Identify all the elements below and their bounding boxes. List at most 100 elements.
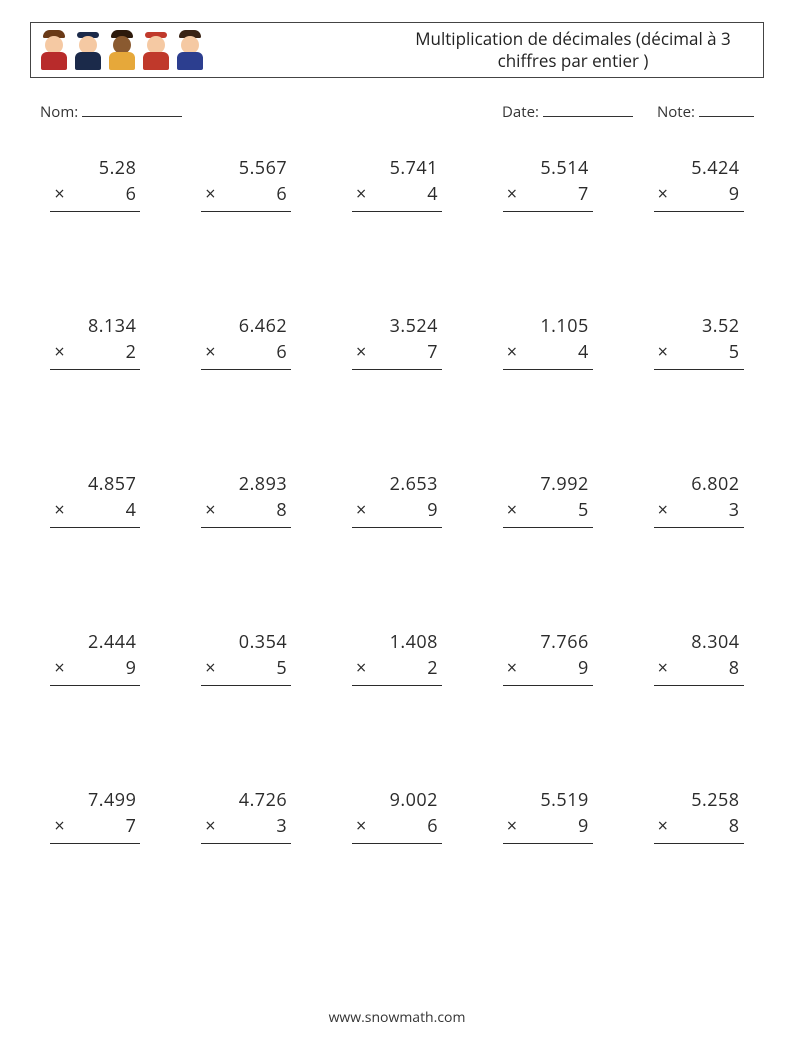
operator: × xyxy=(205,814,216,838)
date-blank[interactable] xyxy=(543,103,633,117)
multiplicand: 7.499 xyxy=(50,788,140,812)
operator: × xyxy=(507,340,518,364)
multiplier: 8 xyxy=(276,498,287,522)
multiplier: 9 xyxy=(729,182,740,206)
multiplier: 7 xyxy=(126,814,137,838)
problem: 6.802×3 xyxy=(633,472,764,528)
multiplicand: 4.857 xyxy=(50,472,140,496)
problem: 5.424× 9 xyxy=(633,156,764,212)
multiplicand: 1.408 xyxy=(352,630,442,654)
operator: × xyxy=(356,814,367,838)
operator: × xyxy=(507,182,518,206)
operator: × xyxy=(356,340,367,364)
multiplicand: 8.304 xyxy=(654,630,744,654)
multiplier: 3 xyxy=(729,498,740,522)
operator: × xyxy=(507,498,518,522)
multiplier: 2 xyxy=(427,656,438,680)
operator: × xyxy=(507,656,518,680)
operator: × xyxy=(658,656,669,680)
operator: × xyxy=(205,182,216,206)
multiplier: 2 xyxy=(126,340,137,364)
multiplicand: 5.514 xyxy=(503,156,593,180)
multiplicand: 1.105 xyxy=(503,314,593,338)
avatar-icon xyxy=(143,32,169,70)
multiplicand: 3.524 xyxy=(352,314,442,338)
footer-url: www.snowmath.com xyxy=(0,1008,794,1027)
problems-grid: 5.28×65.567×65.741×45.514×75.424×98.134×… xyxy=(30,156,764,844)
multiplier: 6 xyxy=(276,182,287,206)
operator: × xyxy=(205,498,216,522)
problem: 3.52×5 xyxy=(633,314,764,370)
operator: × xyxy=(54,656,65,680)
multiplier: 4 xyxy=(126,498,137,522)
multiplicand: 6.462 xyxy=(201,314,291,338)
date-label: Date: xyxy=(502,102,633,122)
note-label: Note: xyxy=(657,102,754,122)
multiplier: 9 xyxy=(427,498,438,522)
multiplicand: 5.424 xyxy=(654,156,744,180)
operator: × xyxy=(54,340,65,364)
multiplier: 8 xyxy=(729,814,740,838)
problem: 5.519×9 xyxy=(482,788,613,844)
multiplicand: 5.741 xyxy=(352,156,442,180)
multiplicand: 5.28 xyxy=(50,156,140,180)
note-blank[interactable] xyxy=(699,103,754,117)
multiplicand: 9.002 xyxy=(352,788,442,812)
avatar-icon xyxy=(177,30,203,70)
multiplier: 8 xyxy=(729,656,740,680)
multiplicand: 0.354 xyxy=(201,630,291,654)
problem: 8.134× 2 xyxy=(30,314,161,370)
multiplicand: 5.567 xyxy=(201,156,291,180)
problem: 4.857×4 xyxy=(30,472,161,528)
operator: × xyxy=(54,182,65,206)
operator: × xyxy=(356,182,367,206)
date-label-text: Date: xyxy=(502,102,539,122)
meta-row: Nom: Date: Note: xyxy=(30,102,764,122)
multiplicand: 4.726 xyxy=(201,788,291,812)
problem: 2.444× 9 xyxy=(30,630,161,686)
operator: × xyxy=(658,498,669,522)
problem: 2.653× 9 xyxy=(332,472,463,528)
multiplier: 9 xyxy=(578,656,589,680)
problem: 3.524×7 xyxy=(332,314,463,370)
problem: 7.992×5 xyxy=(482,472,613,528)
problem: 6.462× 6 xyxy=(181,314,312,370)
multiplicand: 2.653 xyxy=(352,472,442,496)
operator: × xyxy=(356,498,367,522)
note-label-text: Note: xyxy=(657,102,695,122)
multiplier: 6 xyxy=(126,182,137,206)
operator: × xyxy=(205,656,216,680)
multiplier: 6 xyxy=(427,814,438,838)
problem: 0.354× 5 xyxy=(181,630,312,686)
multiplier: 5 xyxy=(729,340,740,364)
multiplicand: 8.134 xyxy=(50,314,140,338)
avatar-icon xyxy=(109,30,135,70)
operator: × xyxy=(205,340,216,364)
operator: × xyxy=(54,814,65,838)
operator: × xyxy=(658,182,669,206)
worksheet-header: Multiplication de décimales (décimal à 3… xyxy=(30,22,764,78)
multiplicand: 3.52 xyxy=(654,314,744,338)
problem: 7.766×9 xyxy=(482,630,613,686)
multiplicand: 5.258 xyxy=(654,788,744,812)
multiplier: 3 xyxy=(276,814,287,838)
operator: × xyxy=(658,814,669,838)
multiplicand: 2.444 xyxy=(50,630,140,654)
problem: 5.567× 6 xyxy=(181,156,312,212)
operator: × xyxy=(507,814,518,838)
name-blank[interactable] xyxy=(82,103,182,117)
operator: × xyxy=(356,656,367,680)
avatar-row xyxy=(41,30,203,70)
problem: 7.499× 7 xyxy=(30,788,161,844)
multiplier: 6 xyxy=(276,340,287,364)
problem: 4.726× 3 xyxy=(181,788,312,844)
multiplier: 7 xyxy=(578,182,589,206)
multiplier: 9 xyxy=(126,656,137,680)
multiplier: 9 xyxy=(578,814,589,838)
multiplier: 4 xyxy=(578,340,589,364)
avatar-icon xyxy=(75,32,101,70)
multiplier: 4 xyxy=(427,182,438,206)
multiplier: 5 xyxy=(578,498,589,522)
problem: 9.002× 6 xyxy=(332,788,463,844)
multiplier: 5 xyxy=(276,656,287,680)
